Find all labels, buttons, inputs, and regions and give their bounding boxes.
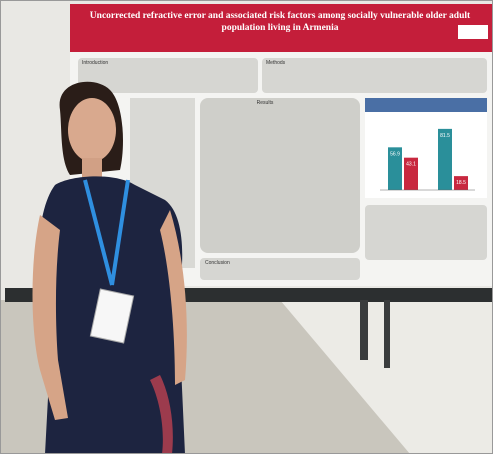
section-label: Results [257, 100, 274, 106]
panel [200, 98, 360, 253]
poster-header [70, 4, 493, 52]
dress-pattern [150, 375, 173, 454]
face [68, 98, 116, 162]
panel [365, 205, 487, 260]
lanyard [83, 179, 130, 286]
neck [82, 158, 102, 180]
panel [78, 58, 258, 93]
figure-value: 56.9 [390, 151, 400, 157]
figure: 56.9 43.1 81.5 18.5 [380, 128, 475, 191]
figure-panel [365, 98, 487, 198]
section-label: Methods [266, 60, 286, 66]
panel [262, 58, 487, 93]
figure-value: 43.1 [406, 162, 416, 168]
stand-leg [360, 300, 368, 360]
figure-bar [404, 157, 418, 190]
figure-bar [454, 176, 468, 190]
panel [200, 258, 360, 280]
poster-title: Uncorrected refractive error and associa… [89, 11, 471, 33]
figure-value: 81.5 [440, 133, 450, 139]
figure-bar [438, 128, 452, 190]
floor-light [280, 300, 493, 454]
logo [458, 25, 488, 39]
badge [89, 288, 135, 344]
stand-leg [384, 300, 390, 368]
arm [160, 210, 187, 385]
section-label: Conclusion [205, 260, 230, 266]
figure-header [365, 98, 487, 112]
arm [32, 215, 68, 420]
section-label: Introduction [82, 60, 108, 66]
figure-value: 18.5 [456, 180, 466, 186]
figure-bar [388, 147, 402, 190]
